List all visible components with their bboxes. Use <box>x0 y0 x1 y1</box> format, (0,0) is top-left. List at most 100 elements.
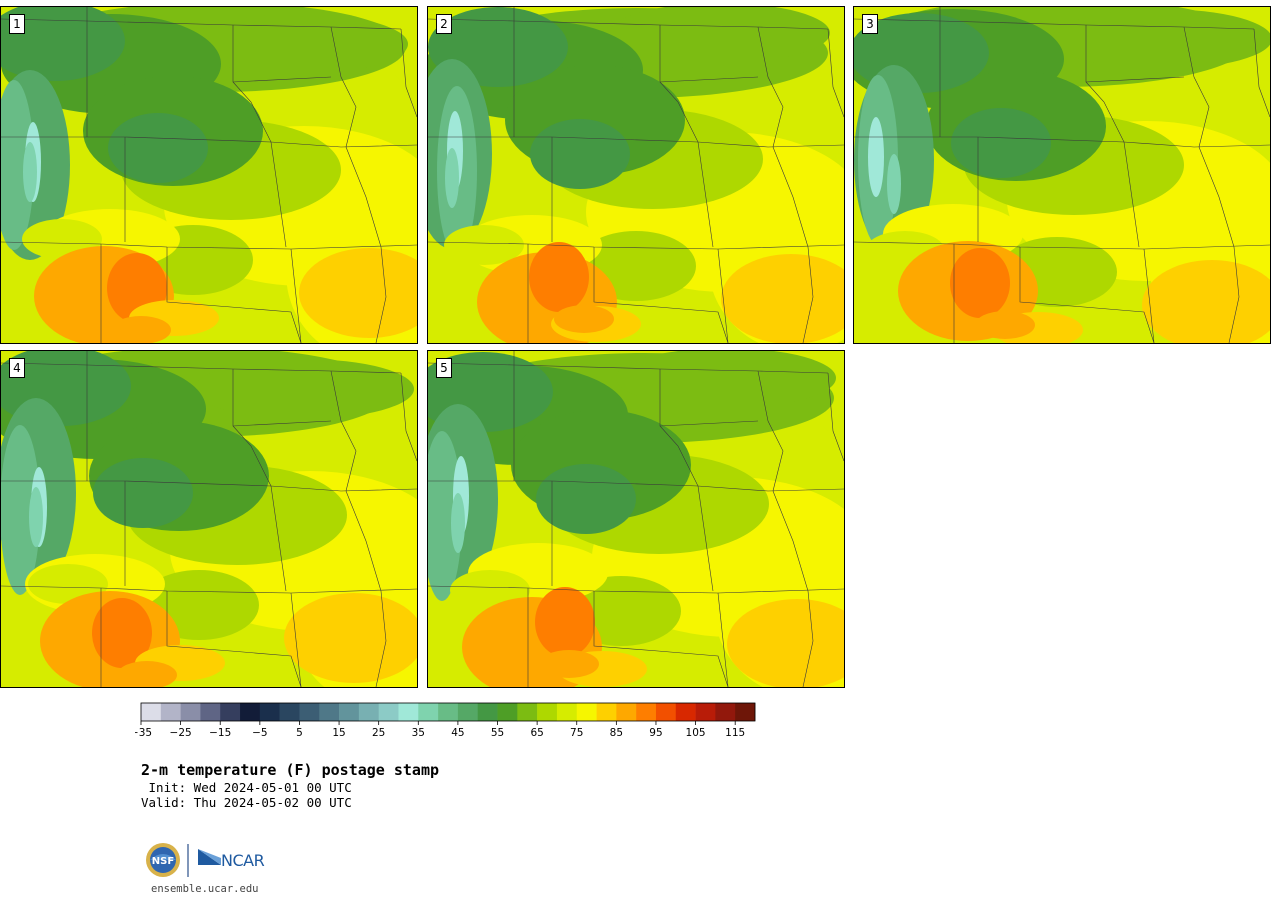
state-border <box>757 26 784 148</box>
temperature-map <box>428 7 844 343</box>
colorbar-swatch <box>556 703 578 721</box>
state-border <box>232 25 272 143</box>
colorbar-swatch <box>675 703 696 721</box>
temperature-contour <box>445 148 459 208</box>
member-label: 2 <box>436 14 452 34</box>
state-borders <box>428 7 844 343</box>
state-borders <box>1 351 417 687</box>
temperature-contour <box>444 225 524 265</box>
colorbar-swatch <box>160 703 181 721</box>
temperature-contour <box>188 14 408 74</box>
temperature-contour <box>23 142 37 202</box>
temperature-contour <box>975 311 1035 339</box>
ensemble-member-panel-2: 2 <box>427 6 845 344</box>
colorbar-tick-label: −35 <box>135 727 152 739</box>
temperature-field <box>428 7 844 343</box>
init-time: Init: Wed 2024-05-01 00 UTC <box>141 780 352 795</box>
colorbar-tick-label: 95 <box>649 727 662 739</box>
colorbar-outline <box>140 702 756 722</box>
state-border <box>827 28 844 118</box>
colorbar-swatch <box>141 703 162 721</box>
temperature-contour <box>535 587 595 657</box>
state-border <box>400 28 417 118</box>
state-border <box>827 372 844 462</box>
colorbar-tick-label: 45 <box>451 727 464 739</box>
website-url: ensemble.ucar.edu <box>151 883 259 895</box>
temperature-contour <box>284 593 417 683</box>
colorbar-tick-label: −5 <box>252 727 267 739</box>
state-border <box>330 370 357 492</box>
state-border <box>697 141 714 248</box>
ensemble-member-panel-4: 4 <box>0 350 418 688</box>
temperature-contour <box>951 108 1051 178</box>
ensemble-member-panel-5: 5 <box>427 350 845 688</box>
colorbar-swatch <box>497 703 518 721</box>
state-border <box>270 141 287 248</box>
temperature-colorbar: −35 −25 −15 −5 5 15 25 35 45 55 65 75 85 95 105 115 <box>135 702 756 739</box>
temperature-contour <box>539 650 599 678</box>
temperature-contour <box>887 154 901 214</box>
colorbar-swatch <box>299 703 320 721</box>
state-borders <box>428 351 844 687</box>
temperature-map <box>854 7 1270 343</box>
colorbar-tick-label: 75 <box>570 727 583 739</box>
colorbar-tick-label: 5 <box>296 727 303 739</box>
state-border <box>772 490 809 592</box>
colorbar-swatch <box>596 703 617 721</box>
temperature-field <box>854 7 1270 343</box>
state-border <box>166 591 302 687</box>
state-border <box>717 248 729 343</box>
state-border <box>345 146 382 248</box>
nsf-ncar-logo: NSF NCAR <box>146 843 265 877</box>
colorbar-swatch <box>438 703 459 721</box>
ncar-logo <box>198 849 221 865</box>
colorbar-tick-label: −25 <box>170 727 192 739</box>
state-border <box>1123 141 1140 248</box>
temperature-contour <box>451 493 465 553</box>
state-border <box>330 26 357 148</box>
state-border <box>232 76 332 83</box>
colorbar-swatch <box>695 703 716 721</box>
temperature-contour <box>1 425 40 595</box>
state-border <box>290 592 302 687</box>
state-border <box>270 485 287 592</box>
valid-time: Valid: Thu 2024-05-02 00 UTC <box>141 795 352 810</box>
colorbar-swatch <box>358 703 379 721</box>
temperature-contour <box>93 458 193 528</box>
colorbar-swatch <box>339 703 360 721</box>
colorbar-swatch <box>537 703 558 721</box>
temperature-contour <box>554 305 614 333</box>
colorbar-swatch <box>715 703 736 721</box>
colorbar-swatch <box>735 703 756 721</box>
colorbar-swatch <box>259 703 280 721</box>
colorbar-swatch <box>240 703 261 721</box>
temperature-contour <box>868 117 884 197</box>
colorbar-tick-label: 55 <box>491 727 504 739</box>
colorbar-swatch <box>576 703 597 721</box>
state-border <box>1228 246 1240 343</box>
colorbar-tick-label: 105 <box>686 727 706 739</box>
state-border <box>802 590 814 687</box>
colorbar-tick-label: 15 <box>332 727 345 739</box>
state-border <box>375 246 387 343</box>
state-border <box>1143 248 1155 343</box>
colorbar-swatch <box>319 703 340 721</box>
state-border <box>659 420 759 427</box>
temperature-field <box>1 351 417 687</box>
colorbar-swatch <box>220 703 241 721</box>
member-label: 3 <box>862 14 878 34</box>
member-label: 1 <box>9 14 25 34</box>
temperature-contour <box>299 248 417 338</box>
state-border <box>717 592 729 687</box>
state-border <box>232 420 332 427</box>
colorbar-swatch <box>200 703 221 721</box>
temperature-contour <box>428 431 462 601</box>
temperature-contour <box>1142 260 1270 343</box>
state-borders <box>1 7 417 343</box>
nsf-logo <box>146 843 180 877</box>
figure-title: 2-m temperature (F) postage stamp <box>141 761 440 779</box>
state-border <box>697 485 714 592</box>
member-label: 4 <box>9 358 25 378</box>
temperature-map <box>1 351 417 687</box>
temperature-field <box>1 7 417 343</box>
